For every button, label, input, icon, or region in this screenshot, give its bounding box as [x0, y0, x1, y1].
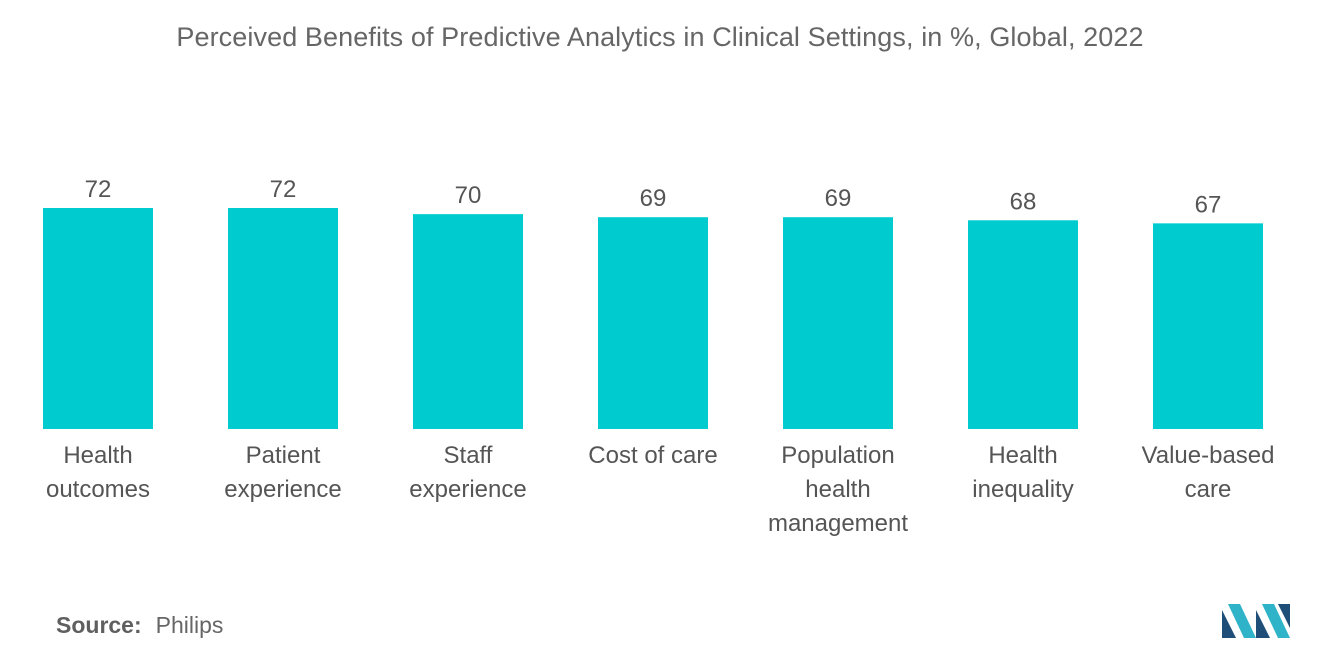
source-value: Philips	[155, 612, 224, 638]
data-label-4: 69	[640, 185, 667, 212]
data-label-3: 70	[455, 182, 482, 209]
bar-2	[228, 208, 338, 429]
source-label: Source:	[56, 612, 142, 638]
source-note: Source: Philips	[56, 612, 223, 639]
category-label-7: Value-based care	[1142, 442, 1275, 503]
category-label-2: Patient experience	[224, 442, 341, 503]
data-label-7: 67	[1195, 191, 1222, 218]
bar-6	[968, 220, 1078, 429]
bar-chart: 72 Health outcomes 72 Patient experience 70 Sta…	[43, 176, 1275, 537]
mordor-logo-icon	[1222, 604, 1290, 638]
category-label-4: Cost of care	[588, 442, 717, 469]
category-label-6: Health inequality	[972, 442, 1073, 503]
bar-5	[783, 217, 893, 429]
bar-1	[43, 208, 153, 429]
bar-4	[598, 217, 708, 429]
category-label-1: Health outcomes	[46, 442, 150, 503]
category-label-5: Population health management	[768, 442, 908, 537]
category-label-3: Staff experience	[409, 442, 526, 503]
data-label-2: 72	[270, 176, 297, 203]
data-label-5: 69	[825, 185, 852, 212]
data-label-1: 72	[85, 176, 112, 203]
bar-3	[413, 214, 523, 429]
chart-title: Perceived Benefits of Predictive Analyti…	[176, 22, 1144, 52]
data-label-6: 68	[1010, 188, 1037, 215]
bar-7	[1153, 223, 1263, 429]
